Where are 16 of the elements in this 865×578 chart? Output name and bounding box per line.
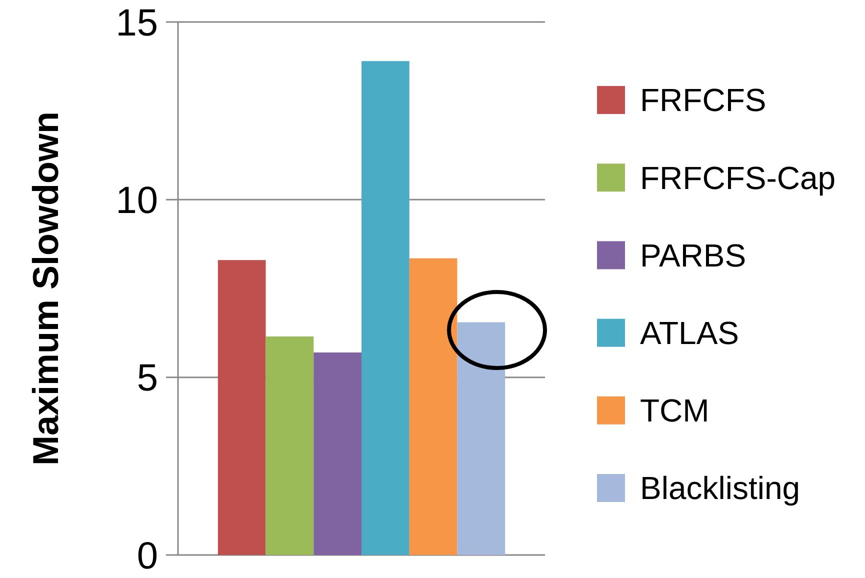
bar <box>266 336 314 555</box>
y-tick-label: 5 <box>136 358 158 400</box>
bar <box>362 61 410 555</box>
legend-label: ATLAS <box>640 315 739 351</box>
y-tick-label: 0 <box>136 535 158 578</box>
y-tick-label: 15 <box>116 2 158 44</box>
bar <box>409 258 458 555</box>
y-axis-title: Maximum Slowdown <box>25 111 66 466</box>
legend-label: Blacklisting <box>640 470 800 506</box>
y-tick-label: 10 <box>116 180 158 222</box>
bar <box>314 352 362 555</box>
legend-label: TCM <box>640 392 710 429</box>
bar <box>218 260 266 555</box>
legend-label: FRFCFS <box>640 82 766 118</box>
legend-label: FRFCFS-Cap <box>640 160 836 196</box>
legend-label: PARBS <box>640 237 746 274</box>
